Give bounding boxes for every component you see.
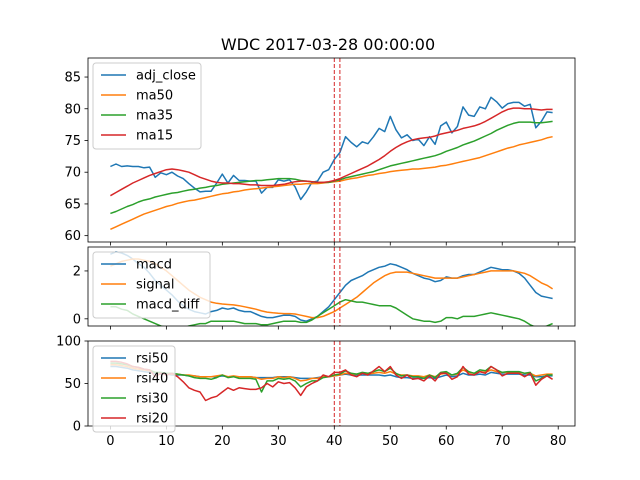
legend-box: [92, 345, 176, 433]
series-line-rsi20: [110, 360, 553, 402]
legend-label-rsi50: rsi50: [136, 352, 168, 367]
legend-label-ma15: ma15: [136, 129, 173, 144]
series-group: [110, 360, 553, 402]
x-tick-label: 30: [270, 434, 287, 449]
series-line-ma50: [110, 135, 553, 230]
legend-label-macd_diff: macd_diff: [136, 298, 200, 313]
legend: adj_close ma50 ma35 ma15: [92, 62, 202, 150]
y-tick-label: 0: [73, 420, 81, 435]
x-tick-label: 40: [326, 434, 343, 449]
series-group: [110, 96, 553, 230]
chart-title: WDC 2017-03-28 00:00:00: [221, 35, 435, 54]
y-tick-label: 60: [64, 229, 81, 244]
y-tick-label: 2: [73, 264, 81, 279]
y-tick-label: 85: [64, 71, 81, 86]
legend: rsi50 rsi40 rsi30 rsi20: [92, 345, 176, 433]
y-tick-label: 50: [64, 377, 81, 392]
legend-label-macd: macd: [136, 258, 172, 273]
x-tick-label: 80: [550, 434, 567, 449]
legend-label-adj_close: adj_close: [136, 69, 196, 84]
legend: macd signal macd_diff: [92, 251, 211, 319]
x-tick-label: 0: [106, 434, 114, 449]
legend-label-rsi20: rsi20: [136, 412, 168, 427]
y-tick-label: 100: [56, 335, 81, 350]
price-panel: 60 65 70 75 80 85 adj_close ma50 ma35 ma15: [64, 57, 576, 246]
legend-label-ma50: ma50: [136, 89, 173, 104]
x-tick-label: 50: [382, 434, 399, 449]
y-tick-label: 0: [73, 312, 81, 327]
series-line-ma15: [110, 107, 553, 197]
axes-frame: [87, 57, 576, 243]
x-tick-label: 60: [438, 434, 455, 449]
legend-label-signal: signal: [136, 278, 174, 293]
series-line-rsi30: [110, 362, 553, 393]
legend-label-ma35: ma35: [136, 109, 173, 124]
y-tick-label: 80: [64, 102, 81, 117]
legend-label-rsi30: rsi30: [136, 392, 168, 407]
legend-label-rsi40: rsi40: [136, 372, 168, 387]
macd-panel: 0 2 macd signal macd_diff: [73, 246, 576, 330]
legend-box: [92, 251, 211, 319]
y-tick-label: 65: [64, 197, 81, 212]
series-line-macd_diff: [110, 298, 553, 326]
legend-box: [92, 62, 202, 150]
y-tick-label: 70: [64, 166, 81, 181]
x-tick-label: 10: [158, 434, 175, 449]
x-tick-label: 20: [214, 434, 231, 449]
x-tick-label: 70: [494, 434, 511, 449]
y-tick-label: 75: [64, 134, 81, 149]
axes-frame: [87, 246, 576, 327]
series-line-adj_close: [110, 96, 553, 201]
